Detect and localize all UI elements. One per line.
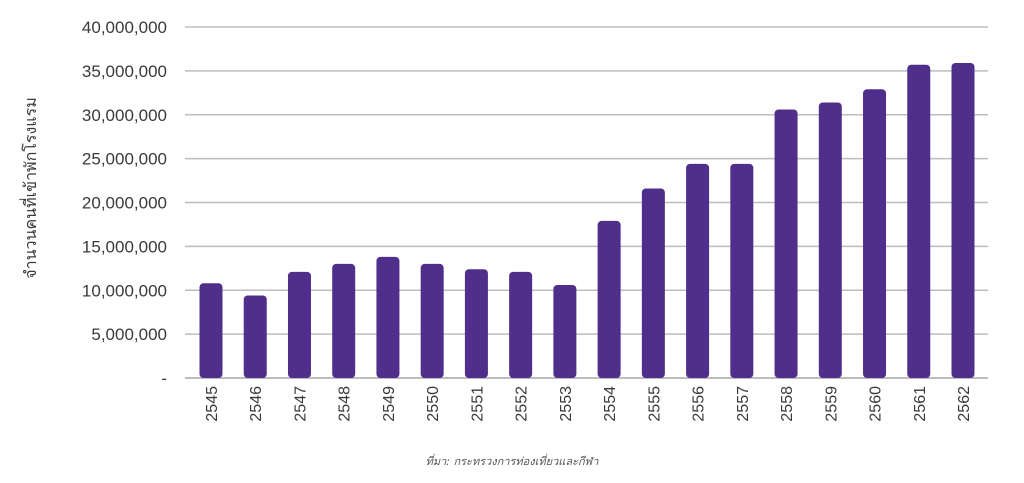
source-note: ที่มา: กระทรวงการท่องเที่ยวและกีฬา (425, 455, 599, 468)
bar (553, 284, 577, 378)
x-tick-label: 2550 (425, 386, 442, 422)
x-tick-label: 2546 (248, 386, 265, 422)
y-axis-ticks: - 5,000,000 10,000,000 15,000,000 20,000,000… (82, 18, 167, 388)
x-tick-label: 2561 (912, 386, 929, 422)
bar (863, 89, 887, 379)
y-tick-label: 40,000,000 (82, 18, 167, 37)
bar (199, 283, 223, 378)
x-tick-label: 2558 (779, 386, 796, 422)
bar (332, 263, 356, 378)
y-tick-label: 20,000,000 (82, 194, 167, 213)
x-tick-label: 2554 (602, 386, 619, 422)
x-tick-label: 2548 (337, 386, 354, 422)
bar (420, 263, 444, 378)
bar (597, 220, 621, 378)
x-tick-label: 2557 (735, 386, 752, 422)
x-tick-label: 2551 (469, 386, 486, 422)
x-tick-label: 2545 (204, 386, 221, 422)
y-tick-label: 30,000,000 (82, 106, 167, 125)
bar (951, 62, 975, 378)
y-tick-label: 35,000,000 (82, 62, 167, 81)
x-tick-label: 2560 (868, 386, 885, 422)
bar (376, 256, 400, 378)
bar (464, 269, 488, 378)
bar (243, 295, 267, 378)
x-tick-label: 2552 (514, 386, 531, 422)
bar (641, 188, 665, 378)
bar (907, 64, 931, 379)
y-tick-label: 15,000,000 (82, 237, 167, 256)
y-tick-label: 5,000,000 (91, 325, 167, 344)
x-axis-ticks: 2545 2546 2547 2548 2549 2550 2551 2552 2553 2554… (204, 386, 973, 422)
x-tick-label: 2553 (558, 386, 575, 422)
y-tick-label: - (161, 369, 167, 388)
x-tick-label: 2555 (646, 386, 663, 422)
bar (686, 163, 710, 378)
x-tick-label: 2556 (691, 386, 708, 422)
bar (774, 109, 798, 379)
y-axis-label: จำนวนคนที่เข้าพักโรงแรม (19, 97, 40, 278)
x-tick-label: 2547 (292, 386, 309, 422)
bar (509, 271, 533, 378)
y-tick-label: 10,000,000 (82, 281, 167, 300)
x-tick-label: 2559 (823, 386, 840, 422)
x-tick-label: 2562 (956, 386, 973, 422)
y-tick-label: 25,000,000 (82, 150, 167, 169)
bar (730, 163, 754, 378)
gridlines (185, 26, 988, 379)
bars (199, 62, 975, 379)
x-tick-label: 2549 (381, 386, 398, 422)
bar (818, 102, 842, 378)
bar (287, 271, 311, 378)
